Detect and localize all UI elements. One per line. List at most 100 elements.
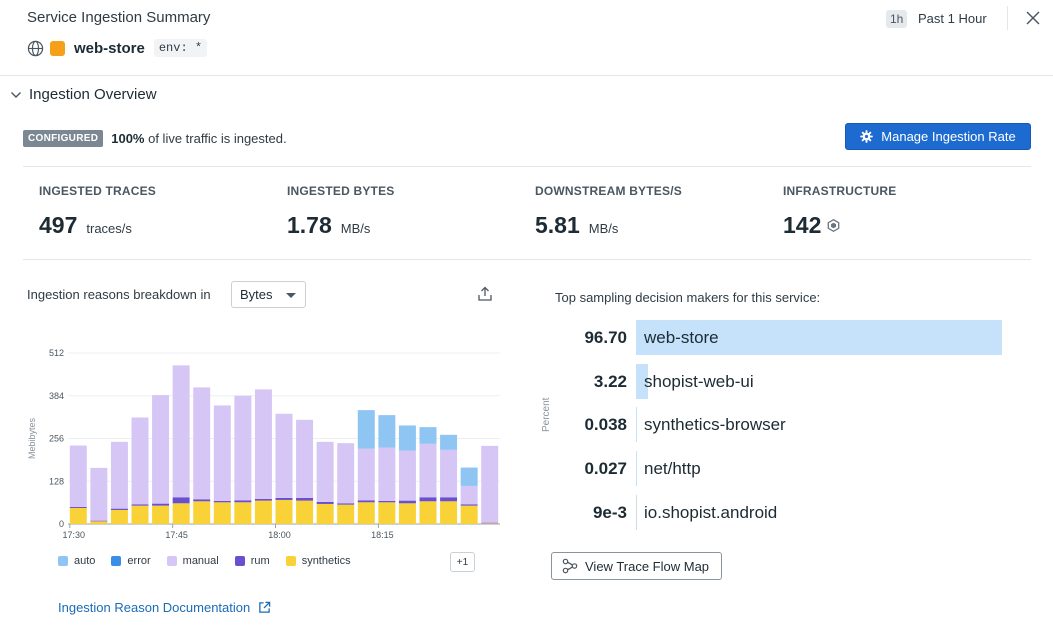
bar-rum[interactable]	[275, 497, 293, 500]
bar-rum[interactable]	[481, 522, 499, 524]
decision-maker-row[interactable]: 9e-3 io.shopist.android	[555, 495, 1015, 530]
bar-rum[interactable]	[378, 500, 396, 503]
bar-manual[interactable]	[234, 395, 252, 501]
bar-auto[interactable]	[440, 434, 458, 450]
bar-manual[interactable]	[172, 365, 190, 498]
decision-maker-axis	[636, 407, 637, 442]
divider	[23, 166, 1031, 167]
decision-maker-row[interactable]: 3.22 shopist-web-ui	[555, 364, 1015, 399]
decision-maker-row[interactable]: 96.70 web-store	[555, 320, 1015, 355]
bar-rum[interactable]	[460, 504, 478, 506]
bar-synthetics[interactable]	[213, 502, 231, 524]
stat-value: 497	[39, 212, 78, 238]
section-title: Ingestion Overview	[29, 86, 157, 103]
bar-manual[interactable]	[90, 467, 108, 521]
bar-synthetics[interactable]	[234, 502, 252, 524]
bar-synthetics[interactable]	[254, 500, 272, 524]
bar-synthetics[interactable]	[378, 502, 396, 524]
time-range-label[interactable]: Past 1 Hour	[918, 11, 987, 26]
unit-select[interactable]: Bytes	[231, 281, 306, 308]
bar-manual[interactable]	[131, 417, 149, 505]
legend-item-auto[interactable]: auto	[58, 555, 95, 567]
legend-item-manual[interactable]: manual	[166, 555, 219, 567]
bar-synthetics[interactable]	[316, 503, 334, 524]
bar-manual[interactable]	[357, 448, 375, 501]
bar-synthetics[interactable]	[172, 503, 190, 524]
bar-rum[interactable]	[234, 500, 252, 503]
decision-maker-row[interactable]: 0.038 synthetics-browser	[555, 407, 1015, 442]
bar-auto[interactable]	[378, 415, 396, 448]
time-range-chip[interactable]: 1h	[886, 10, 908, 28]
bar-manual[interactable]	[275, 413, 293, 498]
documentation-link[interactable]: Ingestion Reason Documentation	[58, 600, 271, 615]
bar-rum[interactable]	[152, 503, 170, 506]
bar-manual[interactable]	[337, 443, 355, 504]
bar-rum[interactable]	[131, 504, 149, 506]
bar-synthetics[interactable]	[357, 502, 375, 524]
bar-manual[interactable]	[419, 443, 437, 498]
bar-manual[interactable]	[69, 445, 87, 507]
bar-auto[interactable]	[419, 427, 437, 444]
bar-rum[interactable]	[440, 497, 458, 502]
bar-synthetics[interactable]	[460, 505, 478, 524]
bar-rum[interactable]	[69, 506, 87, 508]
decision-maker-name: io.shopist.android	[644, 503, 778, 522]
bar-synthetics[interactable]	[296, 500, 314, 524]
env-tag[interactable]: env: *	[153, 39, 208, 57]
bar-manual[interactable]	[152, 395, 170, 504]
bar-rum[interactable]	[337, 503, 355, 505]
bar-auto[interactable]	[460, 467, 478, 486]
chevron-down-icon	[11, 91, 21, 98]
bar-synthetics[interactable]	[419, 501, 437, 524]
stat-value[interactable]: 142	[783, 212, 822, 238]
bar-synthetics[interactable]	[110, 509, 128, 524]
bar-rum[interactable]	[254, 498, 272, 501]
bar-rum[interactable]	[213, 500, 231, 503]
bar-rum[interactable]	[172, 497, 190, 504]
bar-manual[interactable]	[440, 449, 458, 498]
bar-rum[interactable]	[193, 499, 211, 502]
bar-auto[interactable]	[398, 425, 416, 451]
close-icon[interactable]	[1022, 8, 1044, 30]
bar-rum[interactable]	[398, 500, 416, 504]
bar-manual[interactable]	[110, 441, 128, 509]
bar-rum[interactable]	[357, 500, 375, 503]
legend-item-rum[interactable]: rum	[234, 555, 270, 567]
bar-manual[interactable]	[398, 450, 416, 501]
bar-manual[interactable]	[193, 387, 211, 500]
legend-more-chip[interactable]: +1	[450, 552, 475, 572]
bar-synthetics[interactable]	[481, 523, 499, 524]
bar-rum[interactable]	[316, 501, 334, 504]
bar-synthetics[interactable]	[152, 505, 170, 524]
bar-synthetics[interactable]	[193, 501, 211, 524]
legend-item-error[interactable]: error	[111, 555, 151, 567]
bar-manual[interactable]	[254, 389, 272, 499]
ingestion-overview-toggle[interactable]: Ingestion Overview	[10, 86, 157, 103]
bar-synthetics[interactable]	[440, 501, 458, 524]
bar-manual[interactable]	[378, 447, 396, 501]
bar-synthetics[interactable]	[337, 504, 355, 524]
bar-manual[interactable]	[460, 485, 478, 505]
bar-manual[interactable]	[213, 405, 231, 501]
bar-auto[interactable]	[357, 410, 375, 449]
ingestion-breakdown-chart[interactable]: 0 128 256 384 512 Mebibytes 17:30 17:45 18:00 18:…	[22, 340, 507, 545]
view-trace-flow-map-button[interactable]: View Trace Flow Map	[551, 552, 722, 580]
bar-rum[interactable]	[419, 497, 437, 502]
bar-manual[interactable]	[481, 445, 499, 523]
legend-item-synthetics[interactable]: synthetics	[285, 555, 351, 567]
manage-ingestion-rate-button[interactable]: Manage Ingestion Rate	[845, 123, 1031, 150]
bar-synthetics[interactable]	[69, 507, 87, 524]
export-icon[interactable]	[477, 286, 493, 302]
bar-rum[interactable]	[90, 520, 108, 522]
bar-synthetics[interactable]	[398, 503, 416, 524]
decision-maker-row[interactable]: 0.027 net/http	[555, 451, 1015, 486]
bar-rum[interactable]	[296, 497, 314, 501]
service-name[interactable]: web-store	[74, 39, 145, 57]
hexagon-icon	[828, 219, 840, 232]
bar-manual[interactable]	[296, 419, 314, 498]
bar-manual[interactable]	[316, 441, 334, 502]
bar-rum[interactable]	[110, 508, 128, 510]
bar-synthetics[interactable]	[275, 499, 293, 524]
bar-synthetics[interactable]	[131, 505, 149, 524]
bar-synthetics[interactable]	[90, 521, 108, 524]
